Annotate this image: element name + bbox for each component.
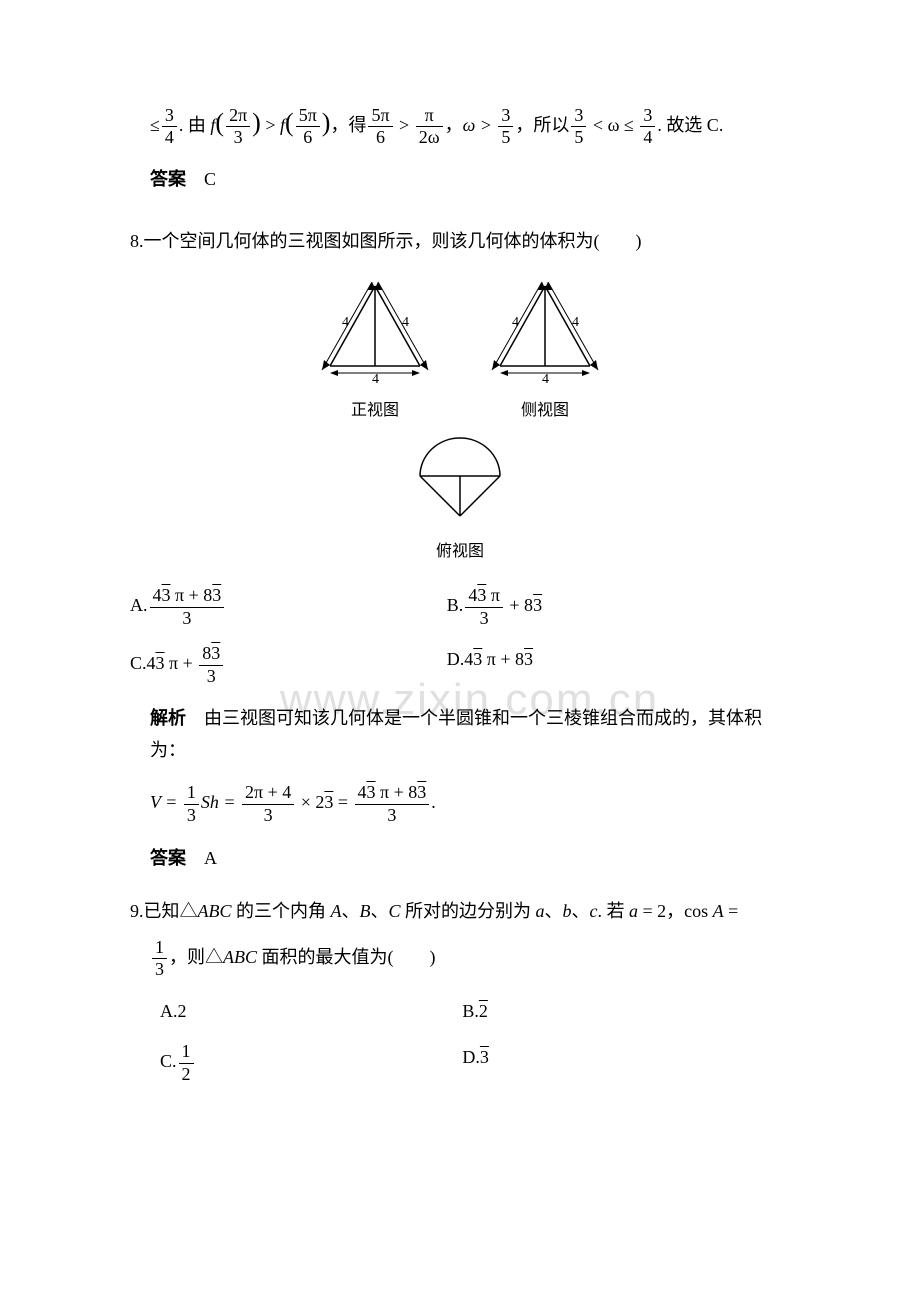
- option-c-value: 12: [179, 1041, 194, 1085]
- option-d-label: D.: [462, 1047, 480, 1067]
- q9-text2: ，则△ABC 面积的最大值为( ): [169, 947, 436, 967]
- question-text: 一个空间几何体的三视图如图所示，则该几何体的体积为( ): [144, 231, 642, 251]
- svg-text:4: 4: [512, 315, 519, 330]
- text: ，得: [330, 115, 366, 135]
- formula-sh: Sh =: [201, 793, 240, 813]
- paren: ): [252, 108, 261, 137]
- analysis-label: 解析: [150, 708, 186, 728]
- side-view-label: 侧视图: [480, 397, 610, 426]
- text: . 故选 C.: [657, 115, 723, 135]
- paren: (: [215, 108, 224, 137]
- option-c-label: C.: [160, 1052, 177, 1072]
- top-view-diagram: [405, 434, 515, 524]
- lt: < ω ≤: [588, 115, 638, 135]
- analysis-text: 由三视图可知该几何体是一个半圆锥和一个三棱锥组合而成的，其体积为：: [150, 708, 762, 760]
- front-view-label: 正视图: [310, 397, 440, 426]
- question-number: 9.: [130, 901, 144, 921]
- svg-text:4: 4: [342, 315, 349, 330]
- option-d-label: D.: [447, 649, 465, 669]
- option-a-label: A.: [130, 595, 148, 615]
- option-b-value: 43 π3: [465, 585, 503, 629]
- q9-text: 已知△ABC 的三个内角 A、B、C 所对的边分别为 a、b、c. 若 a = …: [144, 901, 739, 921]
- formula-v: V =: [150, 793, 182, 813]
- option-a-value: 2: [178, 1001, 187, 1021]
- frac: 35: [571, 105, 586, 149]
- frac: 34: [162, 105, 177, 149]
- answer-label: 答案: [150, 169, 186, 189]
- option-c-prefix: 43 π +: [147, 654, 198, 674]
- frac-cosA: 13: [152, 937, 167, 981]
- option-d-value: 43 π + 83: [464, 649, 533, 669]
- side-view-diagram: 4 4 4: [480, 278, 610, 383]
- svg-text:4: 4: [402, 315, 409, 330]
- frac: 5π6: [368, 105, 392, 149]
- frac: π2ω: [416, 105, 443, 149]
- option-d-value: 3: [480, 1047, 489, 1067]
- option-b-suffix: + 83: [505, 595, 542, 615]
- frac: 13: [184, 782, 199, 826]
- leq-symbol: ≤: [150, 115, 160, 135]
- continuation-line: ≤34. 由 f(2π3) > f(5π6)，得5π6 > π2ω，ω > 35…: [150, 100, 790, 149]
- frac: 2π3: [226, 105, 250, 149]
- svg-text:4: 4: [572, 315, 579, 330]
- front-view-diagram: 4 4 4: [310, 278, 440, 383]
- comma: ，: [445, 115, 463, 135]
- option-b-label: B.: [462, 1001, 479, 1021]
- formula-end: .: [431, 793, 436, 813]
- option-a-value: 43 π + 833: [150, 585, 225, 629]
- paren: (: [285, 108, 294, 137]
- option-a-label: A.: [160, 1001, 178, 1021]
- frac: 34: [640, 105, 655, 149]
- option-b-value: 2: [479, 1001, 488, 1021]
- option-b-label: B.: [447, 595, 464, 615]
- frac: 35: [498, 105, 513, 149]
- gt: >: [261, 115, 280, 135]
- answer-label: 答案: [150, 848, 186, 868]
- answer-value: C: [204, 169, 216, 189]
- text: ，所以: [515, 115, 569, 135]
- frac: 43 π + 833: [355, 782, 430, 826]
- answer-value: A: [204, 848, 217, 868]
- top-view-label: 俯视图: [405, 538, 515, 567]
- gt: >: [395, 115, 414, 135]
- text: . 由: [179, 115, 206, 135]
- question-number: 8.: [130, 231, 144, 251]
- frac: 5π6: [296, 105, 320, 149]
- frac: 2π + 43: [242, 782, 294, 826]
- omega: ω >: [463, 115, 497, 135]
- formula-mul: × 23 =: [296, 793, 352, 813]
- option-c-frac: 833: [199, 643, 223, 687]
- svg-text:4: 4: [542, 372, 549, 383]
- svg-text:4: 4: [372, 372, 379, 383]
- option-c-label: C.: [130, 654, 147, 674]
